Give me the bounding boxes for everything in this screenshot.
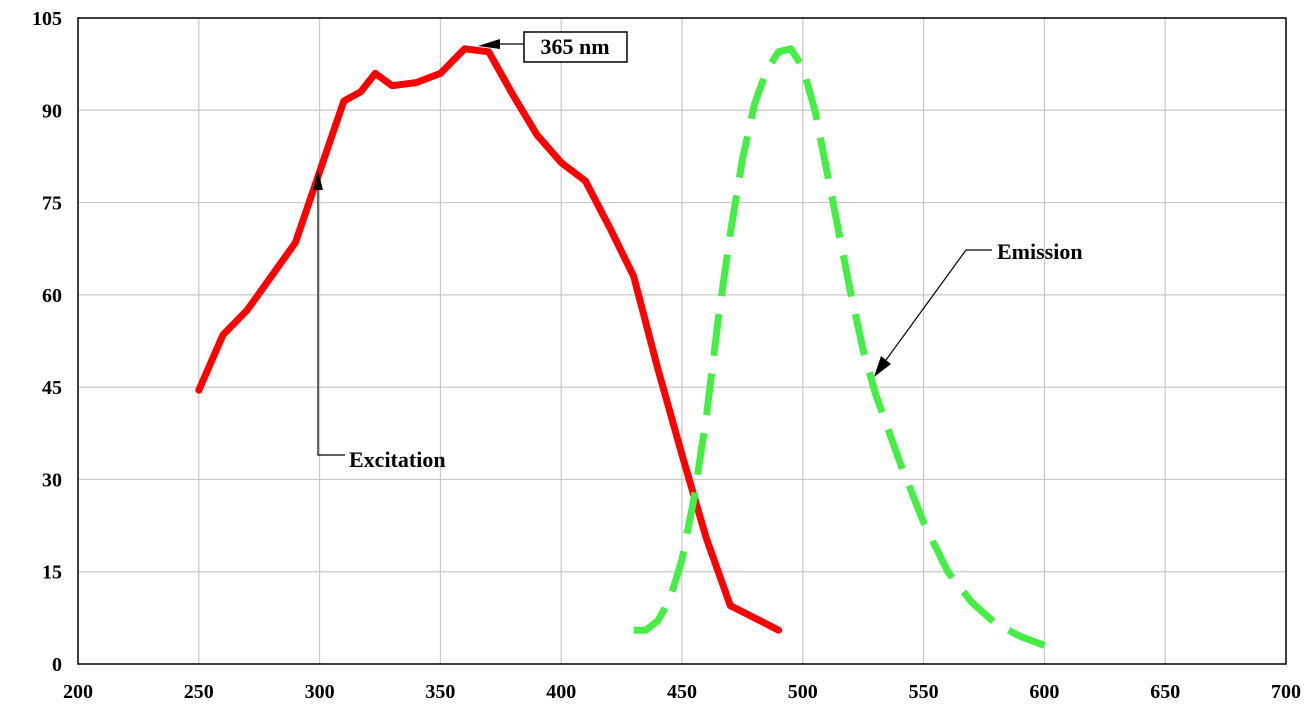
annotation-excitation: Excitation [313,170,446,472]
annotation-peak-text: 365 nm [540,34,609,59]
x-tick-label: 550 [909,681,939,703]
annotation-peak-arrowhead [478,39,500,49]
plot-area-frame [77,17,1287,665]
y-tick-label: 75 [42,193,62,215]
annotation-excitation-leader [317,188,345,456]
y-tick-label: 15 [42,562,62,584]
annotation-emission: Emission [874,239,1083,377]
annotation-emission-text: Emission [997,239,1083,264]
y-tick-label: 0 [52,654,62,676]
annotation-emission-arrowhead [874,356,891,377]
series-lines [195,45,1046,649]
y-tick-label: 105 [32,8,62,30]
x-tick-label: 700 [1271,681,1301,703]
annotations: 365 nm Excitation Emission [313,31,1083,472]
annotation-excitation-text: Excitation [349,447,446,472]
x-tick-label: 650 [1150,681,1180,703]
x-tick-label: 200 [63,681,93,703]
annotation-peak-box [523,31,628,63]
annotation-peak: 365 nm [478,31,628,63]
x-tick-label: 300 [305,681,335,703]
annotation-emission-leader [885,249,992,361]
y-tick-label: 60 [42,285,62,307]
x-tick-label: 500 [788,681,818,703]
axis-tick-labels: 200 250 300 350 400 450 500 550 600 650 700 0 15 30 45… [32,8,1301,703]
x-tick-label: 250 [184,681,214,703]
x-tick-label: 600 [1029,681,1059,703]
series-line-excitation [195,45,783,634]
y-tick-label: 45 [42,377,62,399]
annotation-excitation-arrowhead [313,170,323,190]
y-tick-label: 30 [42,469,62,491]
y-tick-label: 90 [42,100,62,122]
x-tick-label: 400 [546,681,576,703]
series-line-emission [633,45,1046,649]
x-tick-label: 350 [425,681,455,703]
x-tick-label: 450 [667,681,697,703]
